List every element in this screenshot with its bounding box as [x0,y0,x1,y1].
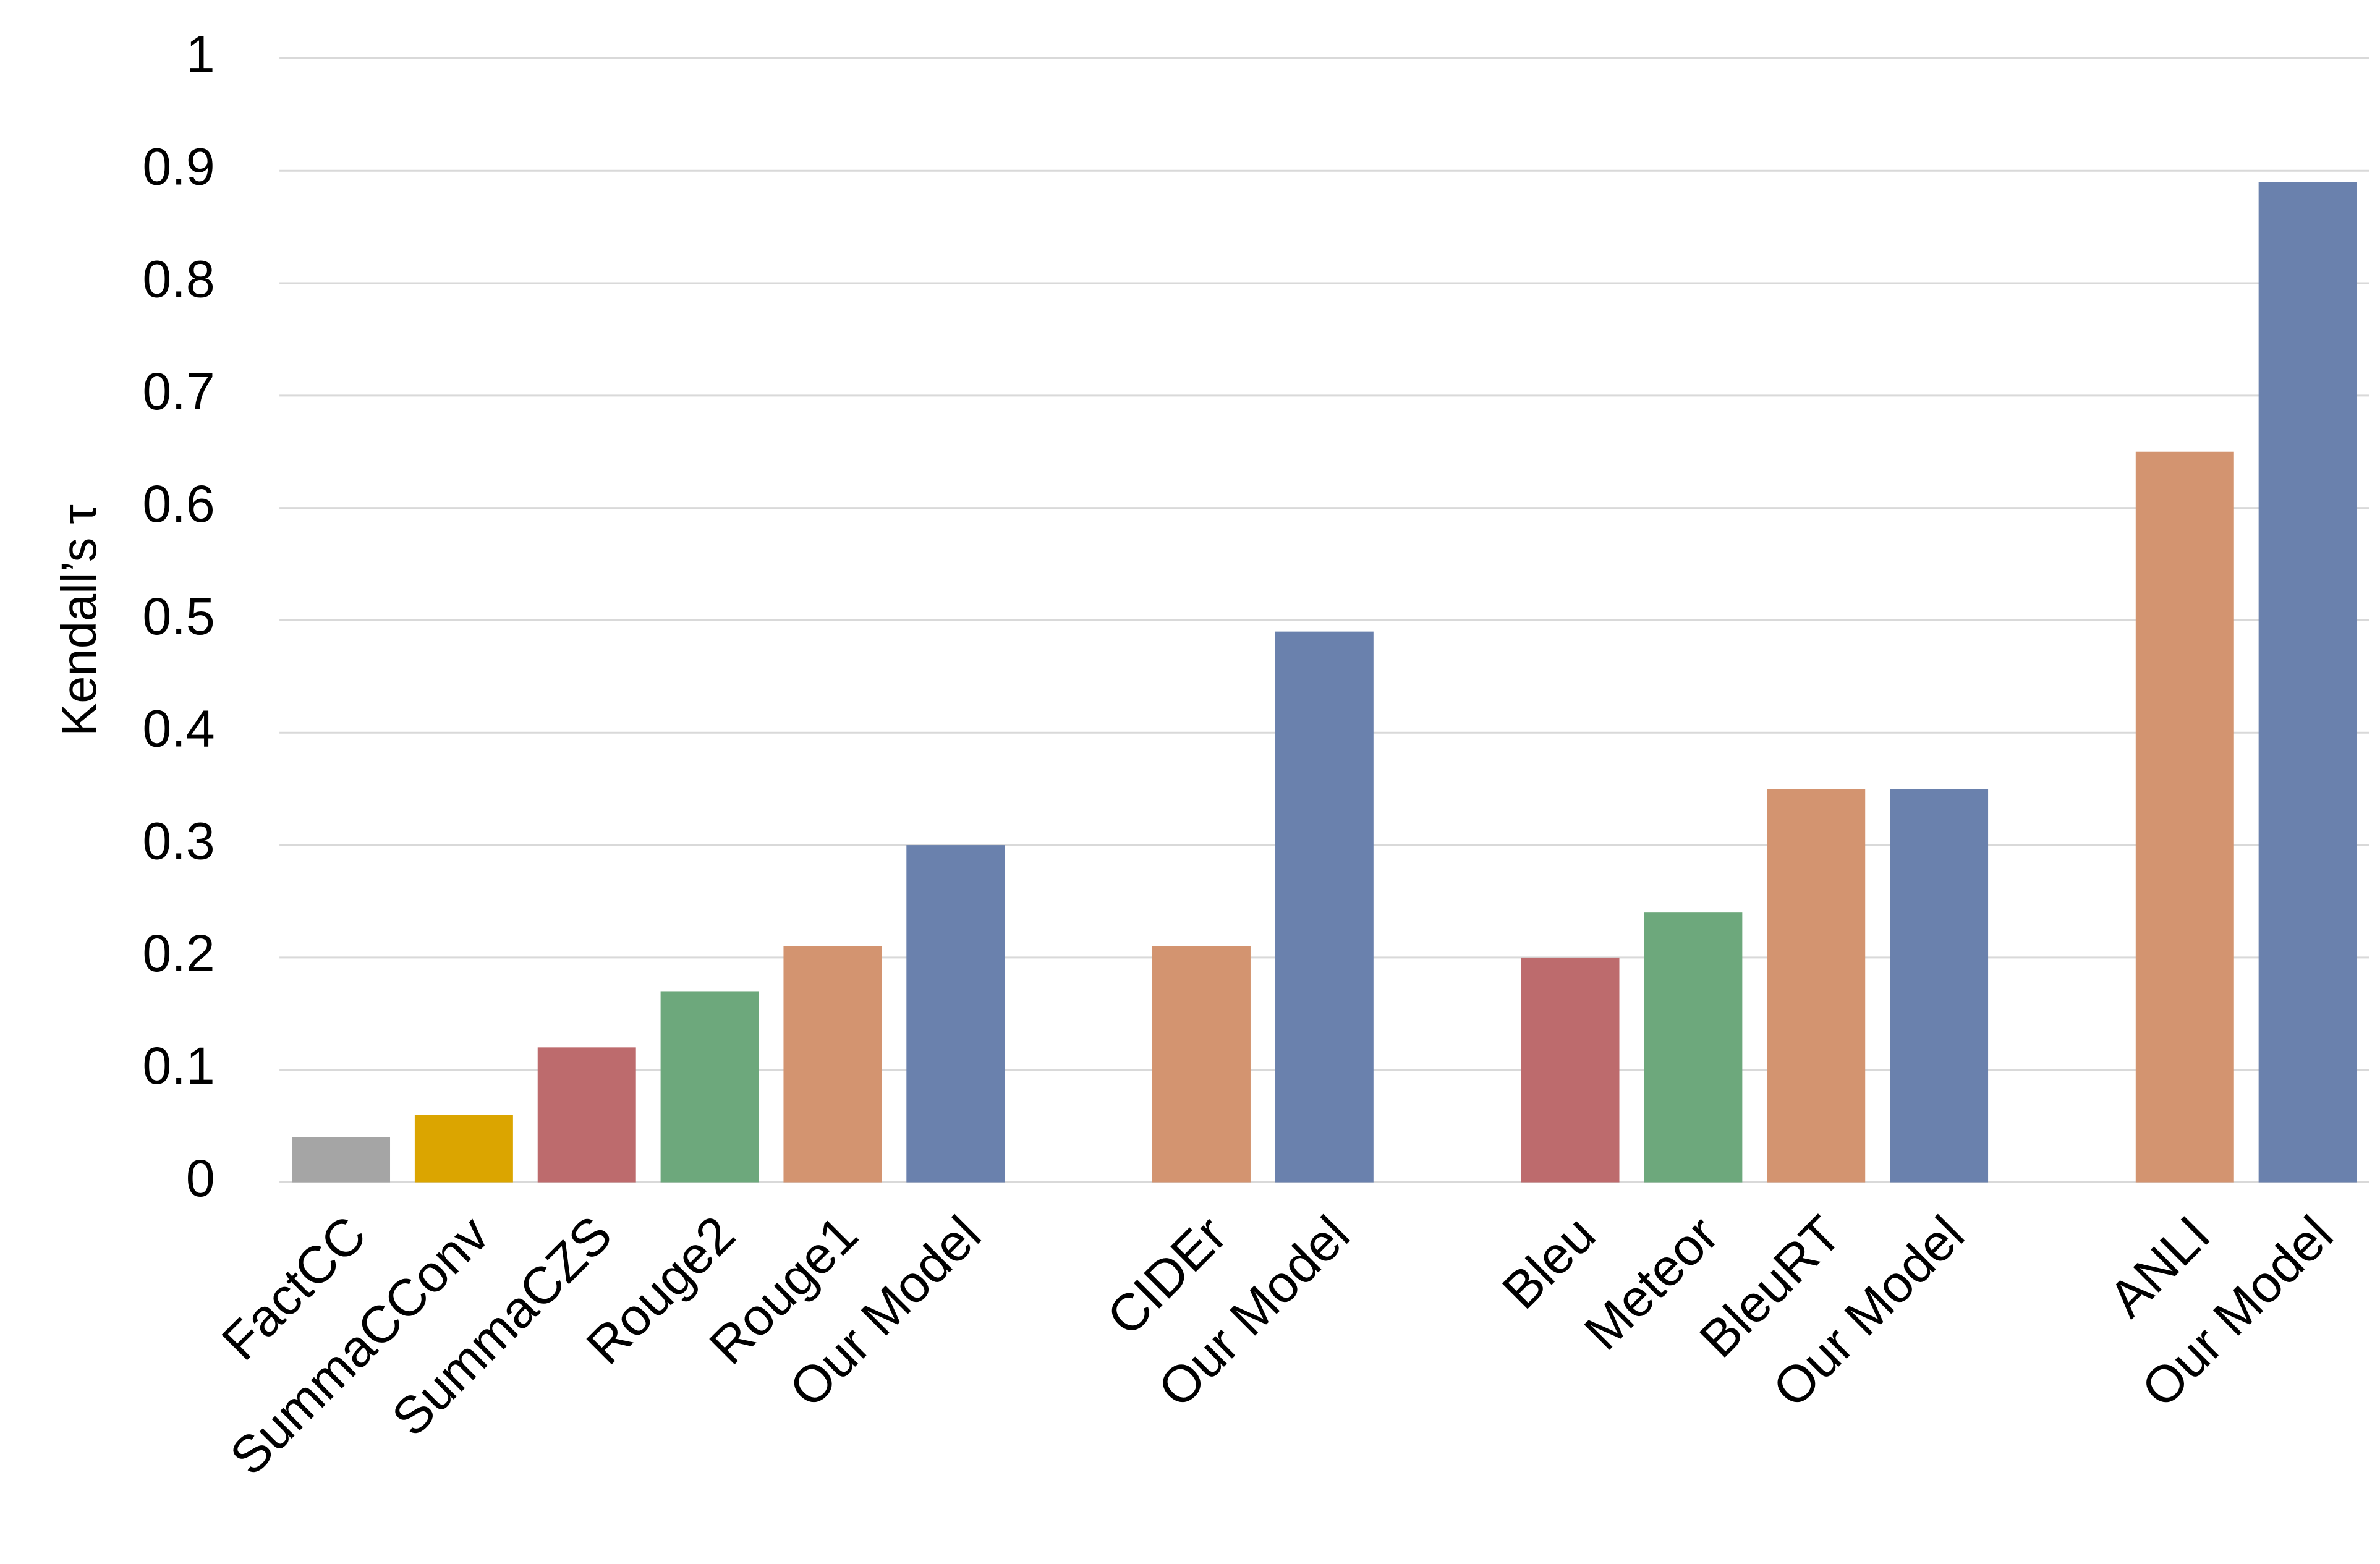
bar [1275,631,1374,1183]
bar [1644,912,1743,1183]
bar [1152,946,1251,1183]
bar [660,991,759,1183]
bar [2258,182,2357,1183]
bar [1767,789,1866,1183]
y-tick-label: 0.4 [142,700,215,758]
y-tick-label: 0.9 [142,138,215,196]
bar [414,1115,513,1183]
y-tick-label: 1 [186,25,215,83]
y-tick-label: 0 [186,1149,215,1207]
bar [292,1137,391,1183]
y-tick-label: 0.2 [142,924,215,982]
y-axis-label: Kendall’s τ [51,504,106,736]
bar [2135,451,2234,1183]
y-tick-label: 0.1 [142,1037,215,1095]
bar [537,1047,636,1183]
bar [783,946,882,1183]
bar [1521,957,1620,1183]
x-tick-label: Bleu [1491,1205,1606,1320]
bar [906,845,1005,1183]
y-tick-label: 0.6 [142,475,215,533]
y-tick-label: 0.8 [142,250,215,308]
bar [1890,789,1989,1183]
y-tick-label: 0.3 [142,812,215,870]
y-tick-label: 0.5 [142,587,215,645]
y-tick-label: 0.7 [142,362,215,420]
